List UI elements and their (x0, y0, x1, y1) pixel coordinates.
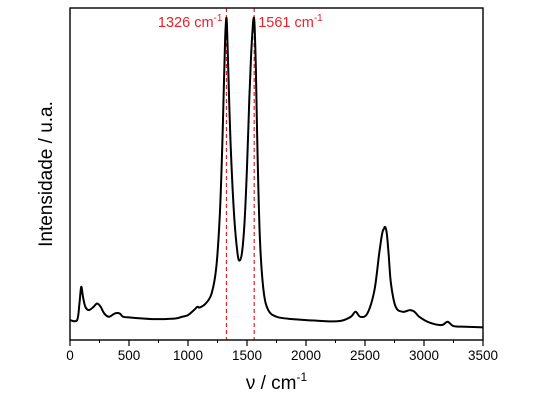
x-tick-label: 2500 (350, 348, 380, 363)
x-tick-label: 1500 (232, 348, 262, 363)
x-tick-label: 3500 (468, 348, 498, 363)
x-tick-label: 2000 (291, 348, 321, 363)
series-layer (69, 16, 484, 329)
peak-annotations: 1326 cm-1 1561 cm-1 (158, 8, 323, 340)
peak-label: 1561 cm-1 (258, 13, 323, 31)
x-tick-label: 500 (118, 348, 141, 363)
x-axis: 0 500 1000 1500 2000 2500 3000 3500 (66, 340, 498, 363)
peak-label: 1326 cm-1 (158, 13, 223, 31)
x-tick-label: 0 (66, 348, 74, 363)
spectrum-line (69, 16, 484, 329)
x-tick-label: 3000 (409, 348, 439, 363)
plot-frame (69, 7, 484, 341)
x-tick-label: 1000 (173, 348, 203, 363)
x-axis-label: ν / cm-1 (246, 370, 308, 394)
y-axis-label: Intensidade / u.a. (36, 101, 57, 247)
